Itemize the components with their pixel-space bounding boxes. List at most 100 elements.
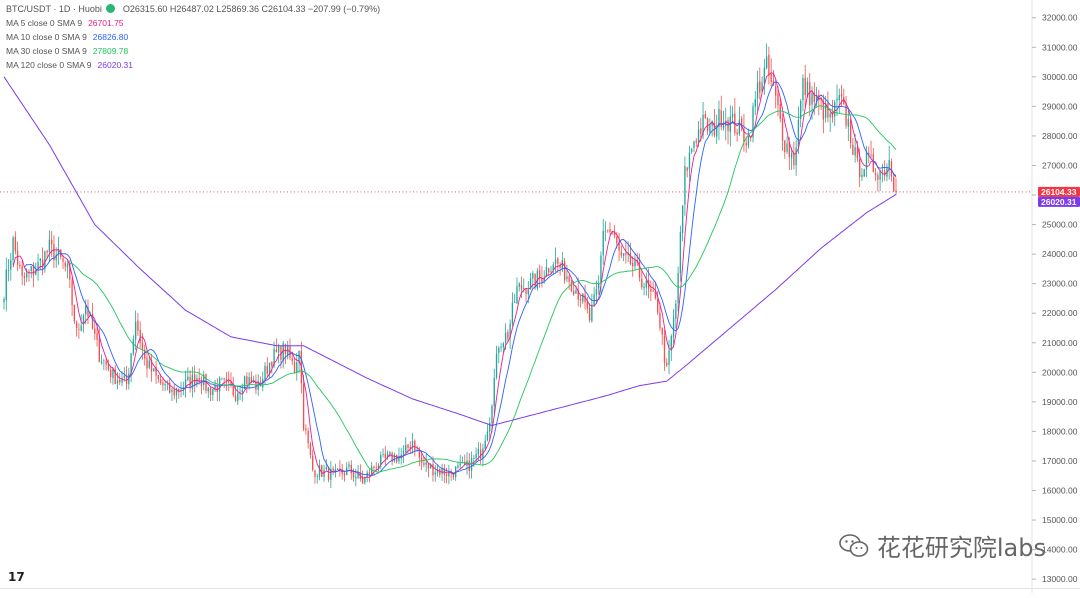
candle-body — [386, 453, 389, 458]
candle-body — [622, 253, 625, 256]
candle-body — [321, 465, 323, 477]
candle-body — [246, 376, 248, 385]
candle-body — [532, 273, 534, 279]
candle-body — [509, 323, 511, 339]
candle-body — [427, 463, 430, 469]
candle-body — [314, 470, 316, 477]
candle-body — [85, 305, 87, 315]
candle-body — [870, 154, 872, 156]
candle-body — [123, 375, 125, 378]
tradingview-logo[interactable]: 17 — [8, 570, 25, 584]
indicator-ma30[interactable]: MA 30 close 0 SMA 9 27809.78 — [6, 44, 380, 58]
candle-body — [550, 271, 552, 273]
candle-body — [754, 98, 756, 107]
candle-body — [781, 118, 784, 141]
candle-body — [877, 175, 879, 180]
indicator-value: 26020.31 — [97, 60, 133, 70]
candle-body — [175, 388, 178, 395]
candle-body — [405, 444, 407, 453]
candle-body — [788, 142, 791, 157]
candle-body — [663, 335, 666, 363]
candle-body — [688, 152, 691, 170]
candle-body — [116, 380, 119, 384]
candle-body — [248, 377, 250, 385]
candle-body — [849, 119, 852, 144]
candle-body — [799, 101, 802, 119]
candle-body — [16, 250, 19, 265]
candle-body — [189, 377, 191, 388]
candle-body — [759, 81, 761, 93]
candle-body — [706, 118, 709, 131]
candle-body — [570, 282, 573, 292]
candle-body — [243, 376, 246, 389]
indicator-value: 26826.80 — [92, 32, 129, 42]
candle-body — [380, 455, 382, 465]
candle-body — [534, 273, 536, 288]
candle-body — [681, 205, 684, 233]
candle-body — [350, 464, 352, 474]
candle-body — [162, 382, 164, 386]
candle-body — [563, 261, 566, 281]
candle-body — [318, 465, 321, 477]
y-tick-label: 24000.00 — [1042, 249, 1078, 259]
indicator-label: MA 10 close 0 SMA 9 — [6, 32, 87, 42]
candle-body — [554, 259, 557, 264]
candle-body — [677, 272, 679, 304]
candle-body — [552, 264, 554, 271]
y-tick-label: 23000.00 — [1042, 279, 1078, 289]
candle-body — [343, 473, 346, 476]
candle-body — [795, 147, 797, 166]
candle-body — [888, 159, 890, 168]
candle-body — [775, 86, 777, 96]
candle-body — [280, 346, 282, 360]
candle-body — [811, 92, 813, 105]
candle-body — [632, 262, 634, 267]
candle-body — [411, 441, 414, 448]
indicator-ma120[interactable]: MA 120 close 0 SMA 9 26020.31 — [6, 58, 380, 72]
candle-body — [187, 376, 189, 380]
candle-body — [802, 78, 804, 101]
candle-body — [196, 378, 198, 385]
candle-body — [307, 430, 309, 444]
candle-body — [44, 251, 46, 269]
candle-body — [470, 458, 473, 471]
candle-body — [498, 348, 500, 353]
candle-body — [473, 458, 475, 459]
candle-body — [745, 142, 747, 146]
candle-body — [130, 353, 132, 374]
candle-body — [132, 339, 135, 354]
y-tick-label: 32000.00 — [1042, 13, 1078, 23]
candle-body — [834, 102, 836, 117]
candle-body — [457, 465, 459, 468]
candle-body — [425, 462, 427, 465]
candle-body — [64, 262, 66, 267]
candle-body — [119, 379, 121, 383]
candle-body — [82, 315, 85, 325]
candle-body — [895, 190, 897, 192]
candle-body — [69, 264, 71, 280]
y-tick-label: 31000.00 — [1042, 42, 1078, 52]
candle-body — [402, 451, 405, 455]
indicator-ma5[interactable]: MA 5 close 0 SMA 9 26701.75 — [6, 16, 380, 30]
candle-body — [500, 346, 502, 348]
indicator-ma10[interactable]: MA 10 close 0 SMA 9 26826.80 — [6, 30, 380, 44]
candle-body — [824, 103, 827, 118]
candle-body — [439, 469, 441, 475]
candle-body — [232, 385, 234, 396]
candle-body — [475, 453, 477, 459]
candle-body — [784, 140, 786, 153]
candle-body — [19, 264, 21, 267]
candle-body — [423, 462, 425, 465]
candle-body — [863, 169, 865, 177]
candle-body — [686, 167, 688, 171]
candle-body — [822, 100, 825, 120]
price-label-bg — [1038, 196, 1080, 207]
candle-body — [586, 301, 588, 309]
candle-body — [62, 258, 64, 262]
candle-body — [827, 103, 829, 118]
candle-body — [107, 364, 110, 370]
candle-body — [98, 338, 101, 363]
